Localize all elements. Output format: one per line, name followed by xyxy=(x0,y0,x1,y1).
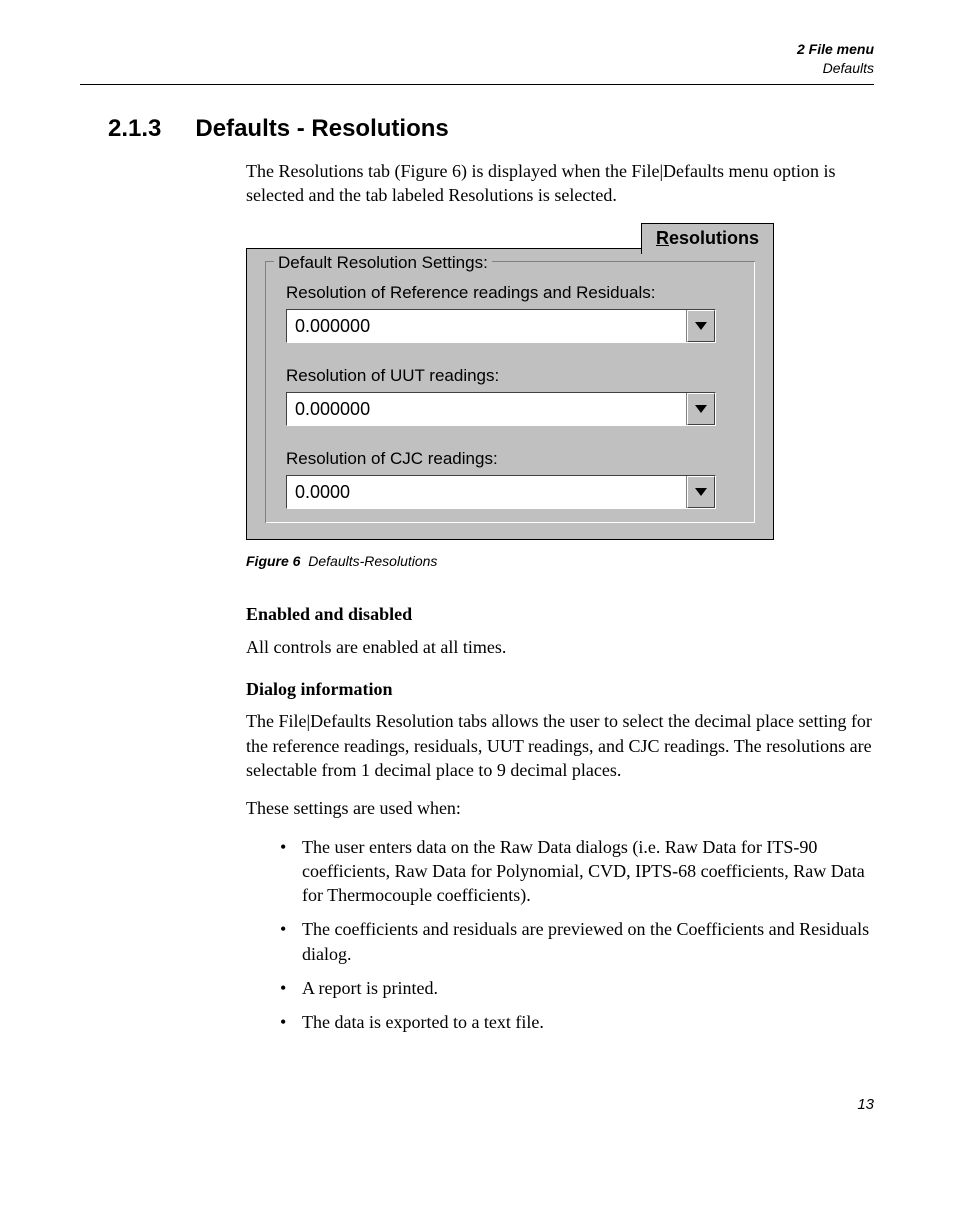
used-when-list: The user enters data on the Raw Data dia… xyxy=(280,835,874,1035)
list-item: A report is printed. xyxy=(280,976,874,1000)
label-uut-readings: Resolution of UUT readings: xyxy=(286,365,741,388)
combo-value-uut: 0.000000 xyxy=(287,393,687,425)
tab-mnemonic: R xyxy=(656,228,669,248)
list-item: The user enters data on the Raw Data dia… xyxy=(280,835,874,908)
resolutions-dialog: Resolutions Default Resolution Settings:… xyxy=(246,248,774,540)
page-number: 13 xyxy=(80,1095,874,1115)
enabled-disabled-text: All controls are enabled at all times. xyxy=(246,635,874,659)
combo-reference-residuals[interactable]: 0.000000 xyxy=(286,309,716,343)
section-number: 2.1.3 xyxy=(108,113,161,145)
page-header: 2 File menu Defaults xyxy=(80,40,874,78)
dialog-information-heading: Dialog information xyxy=(246,677,874,701)
list-item: The data is exported to a text file. xyxy=(280,1010,874,1034)
combo-cjc-readings[interactable]: 0.0000 xyxy=(286,475,716,509)
combo-value-cjc: 0.0000 xyxy=(287,476,687,508)
header-chapter: 2 File menu xyxy=(80,40,874,59)
used-when-intro: These settings are used when: xyxy=(246,796,874,820)
header-subtitle: Defaults xyxy=(80,59,874,78)
figure-6: Resolutions Default Resolution Settings:… xyxy=(246,222,874,571)
combo-value-reference: 0.000000 xyxy=(287,310,687,342)
figure-label: Figure 6 xyxy=(246,553,300,569)
field-cjc-readings: Resolution of CJC readings: 0.0000 xyxy=(286,448,741,509)
chevron-down-icon[interactable] xyxy=(687,476,715,508)
figure-caption: Figure 6 Defaults-Resolutions xyxy=(246,552,874,571)
label-reference-residuals: Resolution of Reference readings and Res… xyxy=(286,282,741,305)
intro-paragraph: The Resolutions tab (Figure 6) is displa… xyxy=(246,159,874,208)
group-label: Default Resolution Settings: xyxy=(274,252,492,275)
section-heading: 2.1.3 Defaults - Resolutions xyxy=(80,113,874,145)
figure-text: Defaults-Resolutions xyxy=(308,553,437,569)
tab-resolutions[interactable]: Resolutions xyxy=(641,223,774,254)
combo-uut-readings[interactable]: 0.000000 xyxy=(286,392,716,426)
section-title: Defaults - Resolutions xyxy=(195,113,448,145)
tab-rest: esolutions xyxy=(669,228,759,248)
list-item: The coefficients and residuals are previ… xyxy=(280,917,874,966)
field-reference-residuals: Resolution of Reference readings and Res… xyxy=(286,282,741,343)
dialog-information-text: The File|Defaults Resolution tabs allows… xyxy=(246,709,874,782)
chevron-down-icon[interactable] xyxy=(687,393,715,425)
enabled-disabled-heading: Enabled and disabled xyxy=(246,602,874,626)
chevron-down-icon[interactable] xyxy=(687,310,715,342)
label-cjc-readings: Resolution of CJC readings: xyxy=(286,448,741,471)
default-resolution-group: Default Resolution Settings: Resolution … xyxy=(265,261,755,523)
field-uut-readings: Resolution of UUT readings: 0.000000 xyxy=(286,365,741,426)
header-rule xyxy=(80,84,874,85)
